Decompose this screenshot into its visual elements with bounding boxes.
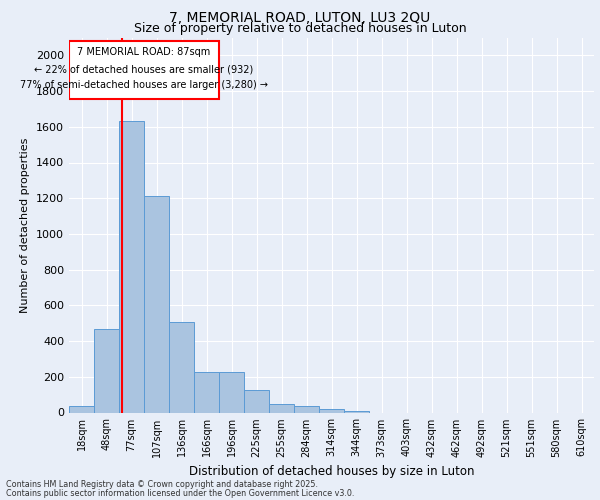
Text: Contains public sector information licensed under the Open Government Licence v3: Contains public sector information licen… — [6, 489, 355, 498]
Text: Size of property relative to detached houses in Luton: Size of property relative to detached ho… — [134, 22, 466, 35]
Text: ← 22% of detached houses are smaller (932): ← 22% of detached houses are smaller (93… — [34, 64, 254, 74]
Bar — [94, 330, 119, 412]
Y-axis label: Number of detached properties: Number of detached properties — [20, 138, 31, 312]
Bar — [194, 372, 219, 412]
Bar — [69, 41, 219, 99]
Bar — [244, 390, 269, 412]
Bar — [219, 372, 244, 412]
Bar — [144, 196, 169, 412]
Bar — [319, 408, 344, 412]
Text: 77% of semi-detached houses are larger (3,280) →: 77% of semi-detached houses are larger (… — [20, 80, 268, 90]
Text: 7 MEMORIAL ROAD: 87sqm: 7 MEMORIAL ROAD: 87sqm — [77, 48, 211, 58]
Bar — [69, 406, 94, 412]
Bar — [119, 122, 144, 412]
Bar — [294, 406, 319, 412]
Bar — [269, 404, 294, 412]
Text: 7, MEMORIAL ROAD, LUTON, LU3 2QU: 7, MEMORIAL ROAD, LUTON, LU3 2QU — [169, 11, 431, 25]
Bar — [169, 322, 194, 412]
Bar — [344, 410, 369, 412]
X-axis label: Distribution of detached houses by size in Luton: Distribution of detached houses by size … — [189, 465, 474, 478]
Text: Contains HM Land Registry data © Crown copyright and database right 2025.: Contains HM Land Registry data © Crown c… — [6, 480, 318, 489]
